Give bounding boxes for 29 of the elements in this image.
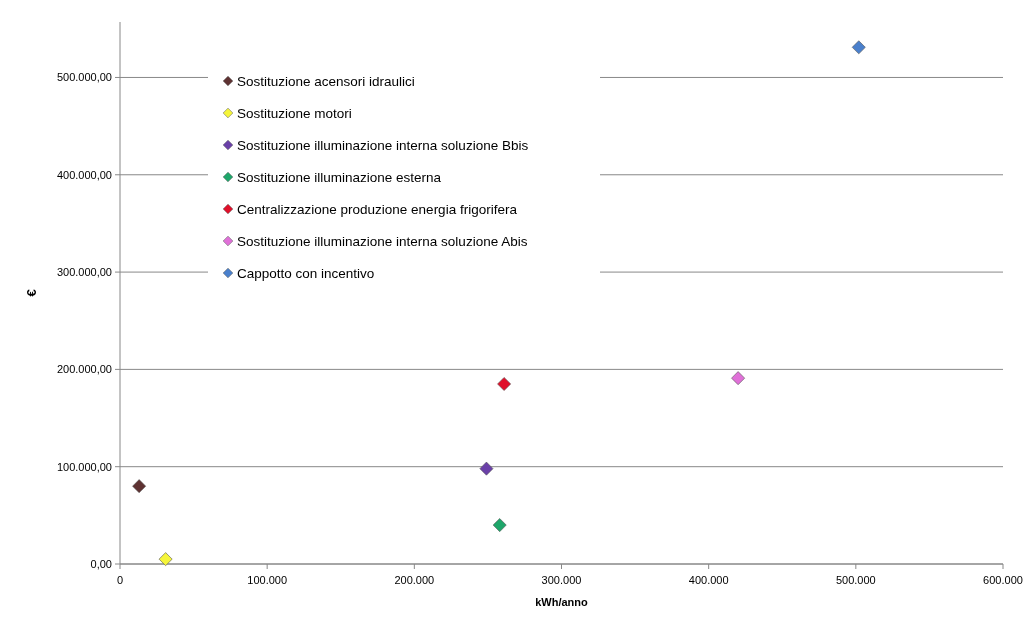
x-tick-label: 100.000: [247, 574, 288, 586]
x-tick-label: 600.000: [983, 574, 1023, 586]
point: [479, 461, 494, 476]
y-tick-label: 200.000,00: [56, 363, 112, 376]
point: [851, 40, 866, 55]
legend-label: Cappotto con incentivo: [237, 265, 375, 281]
legend-label: Sostituzione illuminazione esterna: [237, 169, 442, 185]
legend-label: Centralizzazione produzione energia frigorifera: [237, 201, 518, 217]
legend-label: Sostituzione acensori idraulici: [237, 73, 415, 89]
y-axis-title: €: [24, 289, 39, 297]
point: [132, 479, 146, 494]
y-tick-label: 100.000,00: [56, 460, 112, 473]
point: [497, 377, 511, 391]
x-tick-label: 500.000: [835, 574, 876, 586]
legend-label: Sostituzione illuminazione interna soluzione Bbis: [237, 137, 529, 153]
x-tick-label: 400.000: [688, 574, 729, 586]
x-tick-label: 200.000: [394, 574, 435, 586]
x-tick-label: 0: [116, 574, 124, 586]
legend-label: Sostituzione motori: [237, 105, 352, 121]
y-tick-label: 500.000,00: [56, 71, 112, 84]
point: [492, 518, 507, 532]
x-tick-label: 300.000: [541, 574, 582, 586]
point: [731, 371, 745, 386]
y-tick-label: 300.000,00: [56, 265, 112, 278]
point: [158, 552, 173, 566]
legend-label: Sostituzione illuminazione interna soluzione Abis: [237, 233, 528, 249]
y-tick-label: 400.000,00: [56, 168, 112, 181]
x-axis-title: kWh/anno: [535, 596, 589, 608]
y-tick-label: 0,00: [90, 557, 112, 570]
